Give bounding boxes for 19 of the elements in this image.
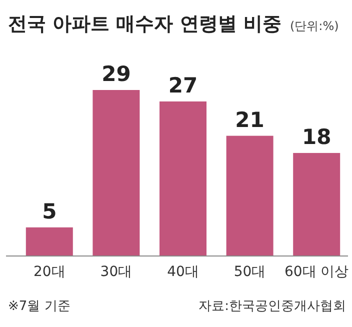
data-label: 27 (168, 73, 198, 98)
bar (92, 90, 140, 256)
text: 자료:한국공인중개사협회 (198, 299, 346, 314)
text: ※7월 기준 (8, 299, 70, 314)
x-tick-label: 40대 (167, 264, 199, 280)
bar (226, 136, 274, 256)
bar (160, 101, 206, 256)
bar (293, 152, 340, 256)
data-label: 5 (42, 199, 57, 224)
data-label: 29 (102, 62, 131, 86)
x-tick-label: 60대 이상 (284, 264, 349, 280)
x-tick-label: 20대 (33, 264, 66, 280)
data-label: 18 (302, 124, 332, 149)
x-tick-label: 30대 (100, 264, 132, 280)
data-label: 21 (235, 108, 264, 132)
x-tick-label: 50대 (234, 264, 266, 280)
chart-title: 전국 아파트 매수자 연령별 비중 (8, 13, 282, 35)
chart-subtitle: (단위:%) (290, 19, 339, 33)
bar (26, 227, 73, 256)
